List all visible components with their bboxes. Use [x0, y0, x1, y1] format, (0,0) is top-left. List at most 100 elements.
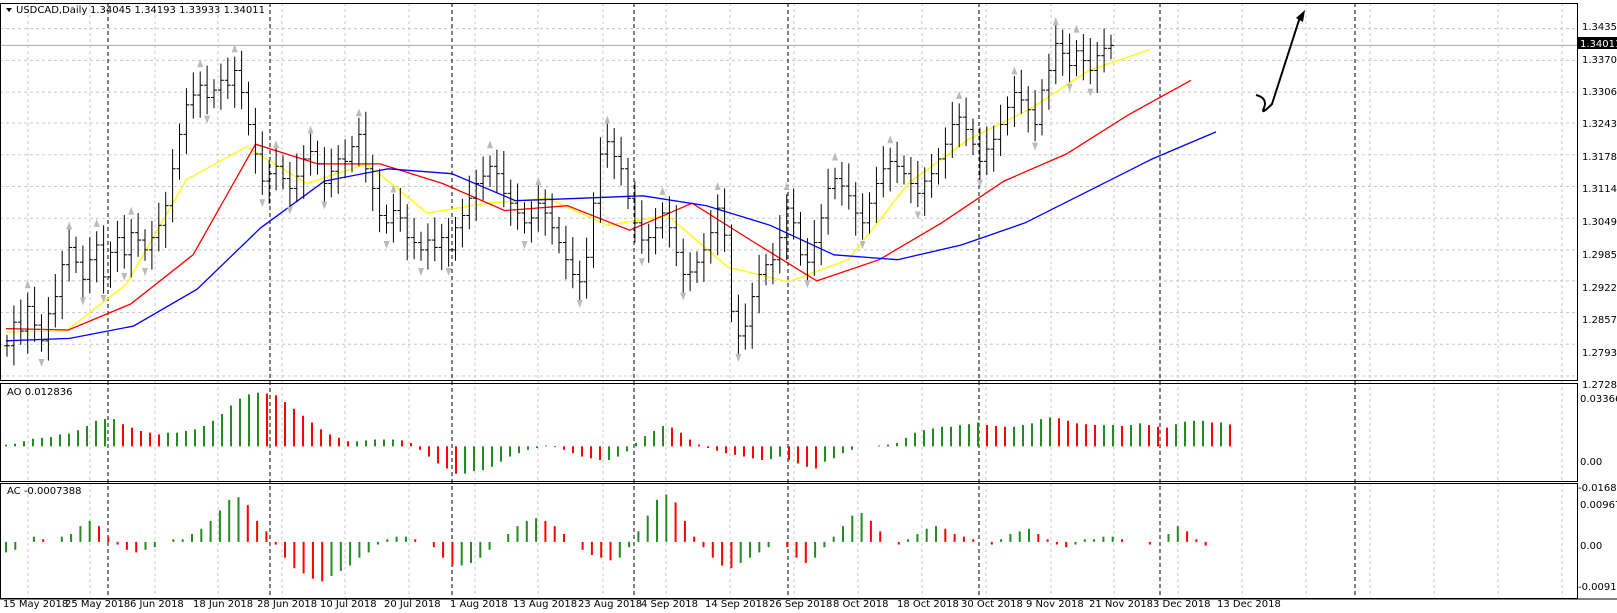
- price-tick: 1.33705: [1582, 55, 1617, 66]
- fractal-up-icon: [1073, 24, 1080, 33]
- fractal-up-icon: [659, 186, 666, 195]
- fractal-up-icon: [714, 181, 721, 190]
- ao-label: AO 0.012836: [7, 387, 72, 398]
- date-tick: 26 Sep 2018: [769, 599, 832, 610]
- symbol-title: USDCAD,Daily: [16, 5, 87, 16]
- price-tick: 1.29850: [1582, 250, 1617, 261]
- date-tick: 9 Nov 2018: [1026, 599, 1084, 610]
- fractal-markers: [24, 17, 1094, 367]
- fractal-up-icon: [604, 115, 611, 124]
- moving-average-line: [5, 79, 1192, 331]
- fractal-up-icon: [535, 177, 542, 186]
- ao-histogram: [5, 392, 1231, 474]
- indicator-scales: 0.033669 0.00 -0.016818 0.009679 0.00 -0…: [1578, 394, 1617, 593]
- ac-label: AC -0.0007388: [7, 486, 82, 497]
- fractal-down-icon: [1066, 83, 1073, 92]
- fractal-up-icon: [355, 108, 362, 117]
- ao-scale-tick: 0.033669: [1580, 394, 1617, 405]
- date-tick: 28 Jun 2018: [257, 599, 317, 610]
- date-axis: 15 May 2018 25 May 2018 6 Jun 2018 18 Ju…: [3, 599, 1281, 610]
- fractal-up-icon: [783, 181, 790, 190]
- fractal-down-icon: [1032, 142, 1039, 151]
- price-tick: 1.31785: [1582, 152, 1617, 163]
- ac-histogram: [5, 494, 1207, 582]
- price-tick: 1.27930: [1582, 348, 1617, 359]
- moving-averages: [5, 49, 1217, 342]
- fractal-up-icon: [66, 221, 73, 230]
- fractal-down-icon: [445, 268, 452, 277]
- ac-scale-tick: 0.00: [1580, 541, 1602, 552]
- price-tick: 1.30495: [1582, 217, 1617, 228]
- panel-frame: [0, 483, 1578, 599]
- price-tick: 1.32430: [1582, 119, 1617, 130]
- date-tick: 13 Dec 2018: [1217, 599, 1281, 610]
- date-tick: 21 Nov 2018: [1089, 599, 1153, 610]
- fractal-down-icon: [418, 268, 424, 277]
- date-tick: 30 Oct 2018: [961, 599, 1023, 610]
- date-tick: 10 Jul 2018: [320, 599, 377, 610]
- fractal-down-icon: [680, 292, 687, 301]
- fractal-down-icon: [521, 240, 528, 249]
- fractal-up-icon: [887, 135, 894, 144]
- price-tick: 1.33060: [1582, 87, 1617, 98]
- fractal-down-icon: [914, 211, 921, 220]
- price-tick: 1.34350: [1582, 22, 1617, 33]
- fractal-down-icon: [286, 206, 293, 215]
- price-tick: 1.31140: [1582, 184, 1617, 195]
- moving-average-line: [5, 131, 1217, 342]
- fractal-up-icon: [487, 140, 493, 149]
- panel-frame: [0, 3, 1578, 381]
- fractal-down-icon: [321, 201, 328, 210]
- date-tick: 6 Jun 2018: [130, 599, 184, 610]
- date-tick: 13 Aug 2018: [513, 599, 577, 610]
- collapse-triangle-icon[interactable]: [6, 8, 12, 12]
- fractal-down-icon: [38, 358, 45, 367]
- date-tick: 4 Sep 2018: [641, 599, 698, 610]
- fractal-down-icon: [1087, 88, 1094, 97]
- price-tick: 1.27285: [1582, 380, 1617, 391]
- date-tick: 3 Dec 2018: [1153, 599, 1211, 610]
- fractal-up-icon: [197, 59, 204, 68]
- date-tick: 18 Jun 2018: [193, 599, 253, 610]
- fractal-up-icon: [307, 125, 314, 134]
- panel-frames: [0, 3, 1617, 600]
- current-price-box: [1578, 37, 1617, 49]
- price-tick: 1.29220: [1582, 283, 1617, 294]
- fractal-down-icon: [121, 272, 128, 281]
- fractal-up-icon: [93, 218, 100, 227]
- arrow-head-icon: [1296, 10, 1305, 22]
- fractal-down-icon: [79, 297, 86, 306]
- moving-average-line: [5, 49, 1150, 333]
- fractal-up-icon: [24, 280, 31, 289]
- date-tick: 25 May 2018: [65, 599, 130, 610]
- fractal-down-icon: [735, 354, 742, 363]
- ao-scale-tick: -0.016818: [1578, 483, 1617, 494]
- fractal-down-icon: [259, 199, 266, 208]
- fractal-up-icon: [128, 206, 135, 215]
- fractal-up-icon: [1052, 17, 1059, 26]
- price-tick: 1.28575: [1582, 315, 1617, 326]
- date-tick: 20 Jul 2018: [384, 599, 441, 610]
- date-tick: 15 May 2018: [3, 599, 68, 610]
- fractal-down-icon: [142, 268, 148, 277]
- fractal-up-icon: [231, 44, 238, 53]
- date-tick: 23 Aug 2018: [578, 599, 642, 610]
- price-scale: 1.34350 1.33705 1.33060 1.32430 1.31785 …: [1578, 22, 1617, 391]
- fractal-up-icon: [832, 152, 838, 161]
- fractal-down-icon: [204, 115, 211, 124]
- fractal-down-icon: [100, 295, 107, 304]
- panel-frame: [0, 383, 1578, 482]
- fractal-up-icon: [273, 140, 280, 149]
- forecast-arrow: [1255, 10, 1305, 113]
- ohlc-bars: [4, 20, 1114, 366]
- fractal-down-icon: [638, 258, 645, 267]
- ohlc-values: 1.34045 1.34193 1.33933 1.34011: [90, 5, 265, 16]
- fractal-down-icon: [976, 179, 983, 188]
- grid-lines: [0, 3, 1578, 598]
- ac-scale-tick: 0.009679: [1580, 500, 1617, 511]
- fractal-down-icon: [383, 240, 390, 249]
- current-price-label: 1.34011: [1580, 39, 1617, 50]
- date-tick: 14 Sep 2018: [705, 599, 768, 610]
- fractal-up-icon: [956, 91, 963, 100]
